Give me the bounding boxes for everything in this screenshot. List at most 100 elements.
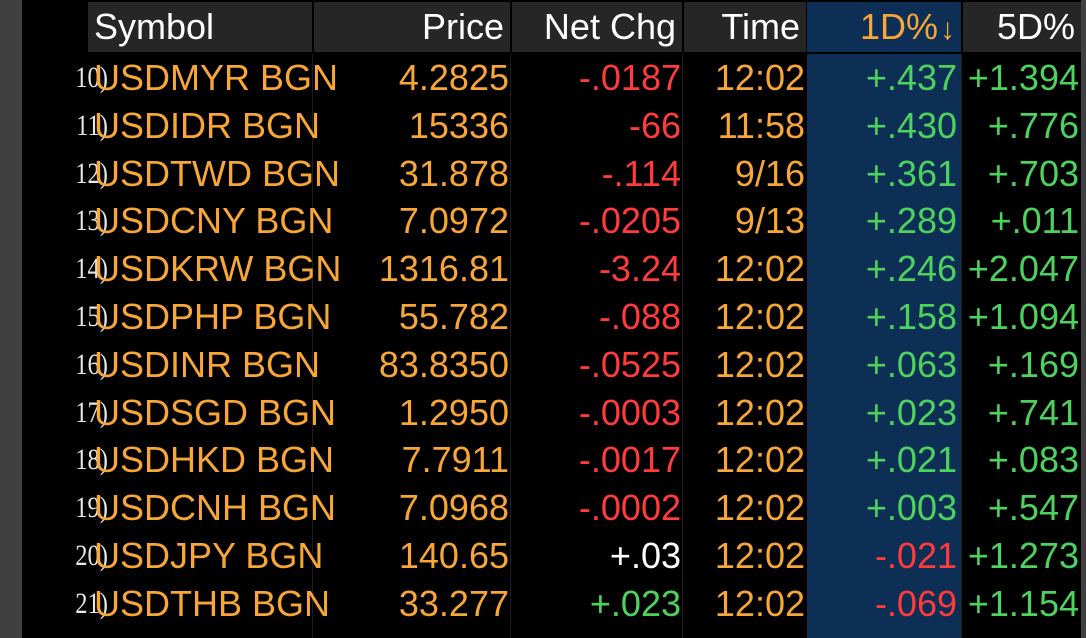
d1-pct-cell: +.023: [865, 391, 957, 433]
column-header-5d-pct-label: 5D%: [996, 6, 1075, 47]
d5-pct-cell: +.169: [987, 343, 1079, 385]
time-cell: 12:02: [714, 487, 805, 529]
d5-pct-cell: +1.273: [967, 535, 1079, 576]
column-divider: [961, 54, 962, 638]
price-cell: 15336: [408, 104, 509, 146]
symbol-cell[interactable]: USDJPY BGN: [94, 535, 324, 576]
sorted-column-highlight: [807, 54, 961, 638]
table-row[interactable]: 10) USDMYR BGN 4.2825 -.0187 12:02 +.437 +1.39…: [22, 54, 1081, 102]
d5-pct-cell: +1.094: [967, 296, 1079, 337]
price-cell: 7.7911: [401, 439, 509, 481]
d5-pct-cell: +1.154: [967, 582, 1079, 624]
time-cell: 12:02: [714, 439, 805, 481]
symbol-cell[interactable]: USDTHB BGN: [94, 582, 331, 624]
time-cell: 12:02: [714, 343, 805, 385]
net-chg-cell: -3.24: [598, 248, 681, 290]
column-header-price-label: Price: [421, 6, 504, 47]
d1-pct-cell: +.158: [865, 296, 957, 337]
table-row[interactable]: 16) USDINR BGN 83.8350 -.0525 12:02 +.063 +.16…: [22, 341, 1081, 389]
table-row[interactable]: 13) USDCNY BGN 7.0972 -.0205 9/13 +.289 +.011: [22, 197, 1081, 245]
net-chg-cell: +.023: [589, 582, 681, 624]
price-cell: 140.65: [398, 535, 509, 576]
d1-pct-cell: -.021: [874, 535, 957, 576]
column-header-symbol[interactable]: Symbol: [88, 2, 312, 52]
table-row[interactable]: 17) USDSGD BGN 1.2950 -.0003 12:02 +.023 +.741: [22, 389, 1081, 437]
d1-pct-cell: +.289: [865, 200, 957, 242]
d5-pct-cell: +.547: [987, 487, 1079, 529]
column-divider: [682, 54, 683, 638]
time-cell: 12:02: [714, 57, 805, 98]
table-header: Symbol Price Net Chg Time 1D%↓ 5D%: [22, 0, 1081, 54]
sort-descending-icon: ↓: [940, 13, 955, 46]
d1-pct-cell: +.063: [865, 343, 957, 385]
column-header-net-chg[interactable]: Net Chg: [512, 2, 682, 52]
column-divider: [312, 54, 313, 638]
table-row[interactable]: 11) USDIDR BGN 15336 -66 11:58 +.430 +.776: [22, 102, 1081, 150]
d1-pct-cell: +.003: [865, 487, 957, 529]
row-number: 13): [75, 204, 108, 238]
d5-pct-cell: +.776: [987, 104, 1079, 146]
time-cell: 9/16: [734, 152, 805, 194]
time-cell: 12:02: [714, 535, 805, 576]
column-header-time-label: Time: [721, 6, 800, 47]
d1-pct-cell: +.246: [865, 248, 957, 290]
symbol-cell[interactable]: USDIDR BGN: [94, 104, 321, 146]
column-header-net-chg-label: Net Chg: [543, 6, 676, 47]
row-number: 19): [75, 491, 108, 525]
symbol-cell[interactable]: USDCNY BGN: [94, 200, 334, 242]
table-row[interactable]: 20) USDJPY BGN 140.65 +.03 12:02 -.021 +1.273: [22, 532, 1081, 580]
column-header-1d-pct-label: 1D%: [859, 6, 938, 47]
time-cell: 11:58: [717, 104, 805, 146]
symbol-cell[interactable]: USDCNH BGN: [94, 487, 337, 529]
column-header-5d-pct[interactable]: 5D%: [963, 2, 1081, 52]
symbol-cell[interactable]: USDTWD BGN: [94, 152, 340, 194]
right-border: [1081, 0, 1086, 638]
row-number: 14): [75, 252, 108, 286]
price-cell: 55.782: [398, 296, 509, 337]
symbol-cell[interactable]: USDSGD BGN: [94, 391, 337, 433]
net-chg-cell: -.114: [601, 152, 681, 194]
price-cell: 4.2825: [398, 57, 509, 98]
d1-pct-cell: +.361: [865, 152, 957, 194]
column-header-1d-pct[interactable]: 1D%↓: [807, 2, 961, 52]
d5-pct-cell: +.011: [990, 200, 1079, 242]
net-chg-cell: -.0003: [578, 391, 681, 433]
table-row[interactable]: 21) USDTHB BGN 33.277 +.023 12:02 -.069 +1.154: [22, 580, 1081, 628]
symbol-cell[interactable]: USDINR BGN: [94, 343, 321, 385]
row-number: 16): [75, 347, 108, 381]
table-row[interactable]: 15) USDPHP BGN 55.782 -.088 12:02 +.158 +1.094: [22, 293, 1081, 341]
symbol-cell[interactable]: USDKRW BGN: [94, 248, 342, 290]
row-number: 11): [76, 108, 108, 142]
d5-pct-cell: +.703: [987, 152, 1079, 194]
net-chg-cell: -.0205: [578, 200, 681, 242]
row-number: 12): [75, 156, 108, 190]
net-chg-cell: -.088: [598, 296, 681, 337]
row-number: 21): [75, 586, 108, 620]
net-chg-cell: -.0525: [578, 343, 681, 385]
row-number: 10): [75, 61, 108, 94]
price-cell: 1316.81: [378, 248, 509, 290]
row-number: 18): [75, 443, 108, 477]
symbol-cell[interactable]: USDHKD BGN: [94, 439, 335, 481]
d5-pct-cell: +2.047: [967, 248, 1079, 290]
d1-pct-cell: -.069: [874, 582, 957, 624]
symbol-cell[interactable]: USDMYR BGN: [94, 57, 339, 98]
price-cell: 31.878: [398, 152, 509, 194]
table-row[interactable]: 19) USDCNH BGN 7.0968 -.0002 12:02 +.003 +.547: [22, 484, 1081, 532]
d5-pct-cell: +.741: [987, 391, 1079, 433]
table-row[interactable]: 14) USDKRW BGN 1316.81 -3.24 12:02 +.246 +2.04…: [22, 245, 1081, 293]
symbol-cell[interactable]: USDPHP BGN: [94, 296, 332, 337]
price-cell: 7.0972: [398, 200, 509, 242]
d5-pct-cell: +.083: [987, 439, 1079, 481]
time-cell: 12:02: [714, 391, 805, 433]
column-divider: [510, 54, 511, 638]
price-cell: 33.277: [398, 582, 509, 624]
column-header-time[interactable]: Time: [684, 2, 806, 52]
row-number: 17): [75, 395, 108, 429]
net-chg-cell: -66: [628, 104, 681, 146]
net-chg-cell: -.0017: [578, 439, 681, 481]
column-header-price[interactable]: Price: [314, 2, 510, 52]
table-row[interactable]: 18) USDHKD BGN 7.7911 -.0017 12:02 +.021 +.083: [22, 436, 1081, 484]
table-row[interactable]: 12) USDTWD BGN 31.878 -.114 9/16 +.361 +.703: [22, 150, 1081, 198]
d1-pct-cell: +.021: [865, 439, 957, 481]
